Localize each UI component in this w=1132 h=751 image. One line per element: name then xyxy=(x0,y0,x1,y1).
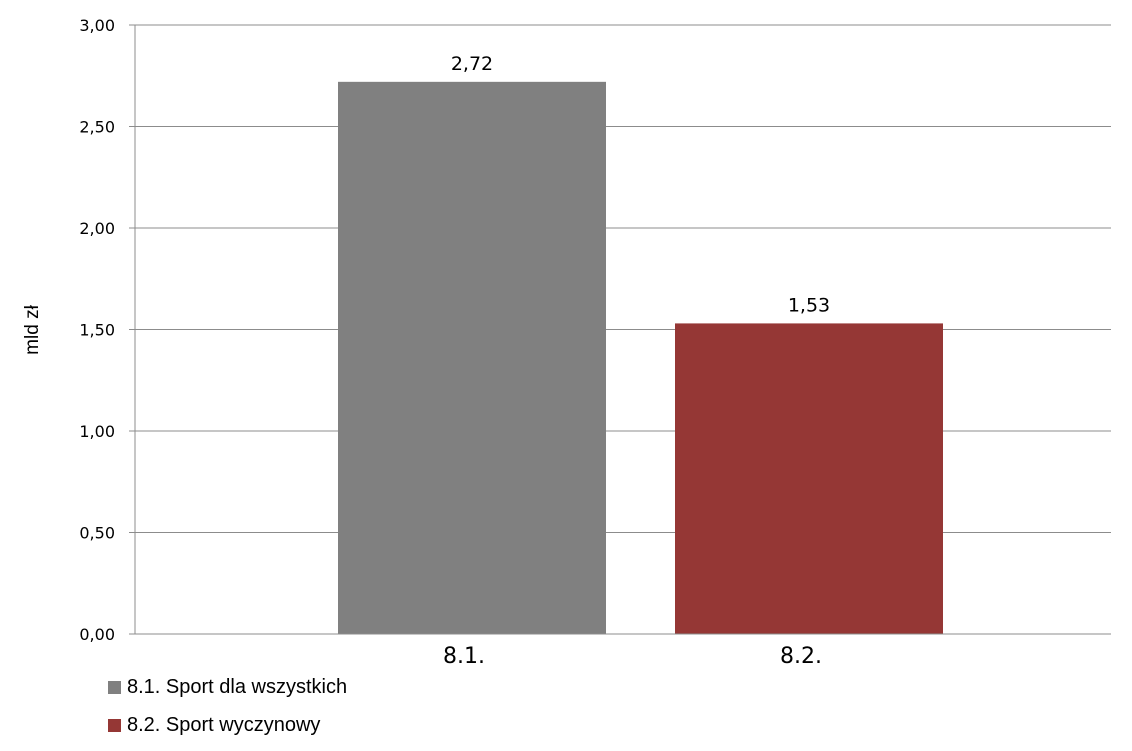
legend: 8.1. Sport dla wszystkich 8.2. Sport wycz… xyxy=(108,675,347,751)
category-label-1: 8.1. xyxy=(443,644,485,669)
y-tick-label: 2,50 xyxy=(79,118,115,137)
bar-chart: 0,00 0,50 1,00 1,50 2,00 2,50 3,00 2,72 1,53 8.… xyxy=(22,16,1111,669)
y-tick-label: 0,50 xyxy=(79,524,115,543)
y-tick-label: 2,00 xyxy=(79,219,115,238)
legend-item-1: 8.1. Sport dla wszystkich xyxy=(108,675,347,699)
y-tick-labels: 0,00 0,50 1,00 1,50 2,00 2,50 3,00 xyxy=(79,16,115,644)
y-axis-label: mld zł xyxy=(22,304,43,354)
data-label-2: 1,53 xyxy=(788,294,830,316)
y-tick-label: 1,00 xyxy=(79,422,115,441)
category-labels: 8.1. 8.2. xyxy=(443,644,822,669)
bar-1 xyxy=(338,81,606,635)
y-tick-label: 0,00 xyxy=(79,625,115,644)
category-label-2: 8.2. xyxy=(780,644,822,669)
gridlines xyxy=(135,24,1111,533)
bars xyxy=(338,81,943,635)
legend-item-2: 8.2. Sport wyczynowy xyxy=(108,713,347,737)
legend-swatch xyxy=(108,718,121,732)
legend-label: 8.2. Sport wyczynowy xyxy=(127,713,321,736)
data-labels: 2,72 1,53 xyxy=(451,53,830,317)
legend-label: 8.1. Sport dla wszystkich xyxy=(127,675,348,698)
bar-2 xyxy=(675,323,943,634)
y-tick-label: 3,00 xyxy=(79,16,115,35)
legend-swatch xyxy=(108,680,121,694)
axes xyxy=(129,24,1111,635)
data-label-1: 2,72 xyxy=(451,53,493,75)
y-tick-label: 1,50 xyxy=(79,321,115,340)
